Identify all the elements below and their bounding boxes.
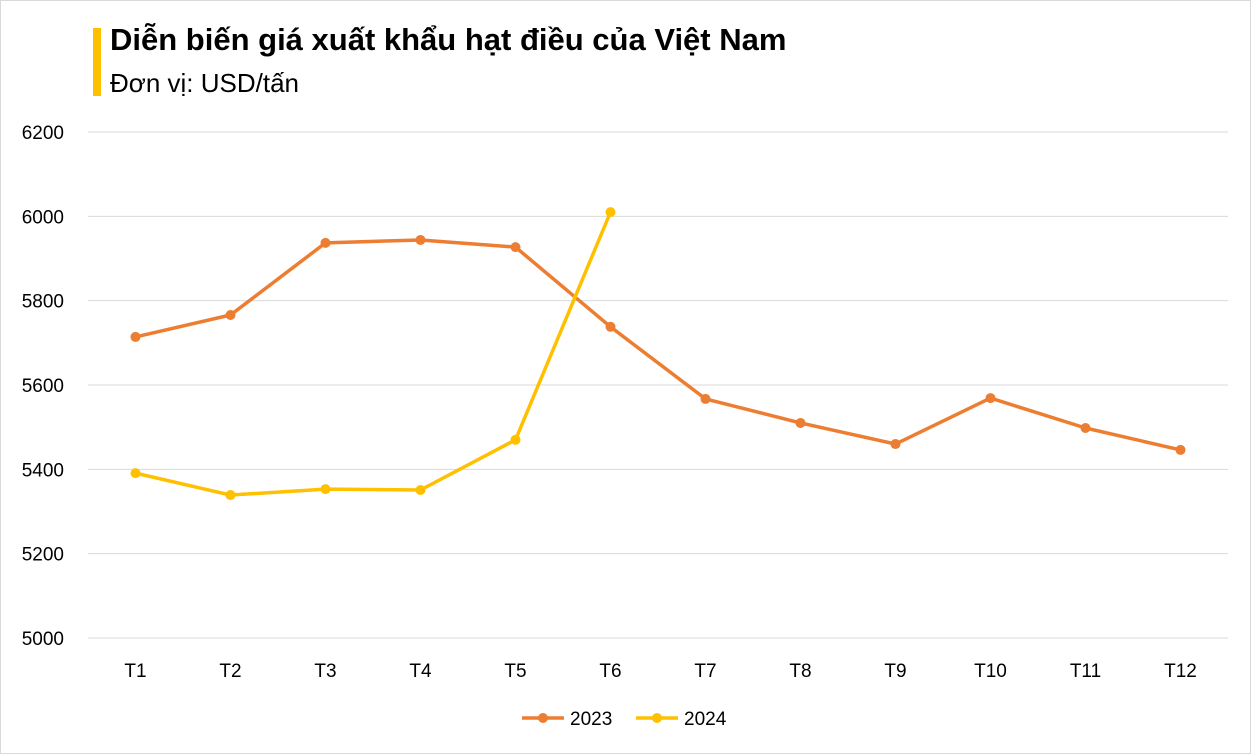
- x-tick-label: T10: [974, 661, 1007, 682]
- data-point-2023: [605, 321, 616, 332]
- data-point-2023: [415, 234, 426, 245]
- data-point-2024: [320, 484, 331, 495]
- legend-label: 2023: [570, 709, 612, 730]
- chart-subtitle: Đơn vị: USD/tấn: [110, 68, 299, 98]
- data-point-2023: [985, 393, 996, 404]
- data-point-2023: [890, 439, 901, 450]
- legend-label: 2024: [684, 709, 727, 730]
- y-tick-label: 5400: [22, 460, 64, 481]
- legend-item-2024: 2024: [636, 709, 727, 730]
- y-tick-label: 5000: [22, 629, 64, 650]
- title-accent-bar: [93, 28, 101, 96]
- legend-swatch-marker: [538, 713, 548, 723]
- x-tick-label: T3: [314, 661, 336, 682]
- x-tick-label: T5: [504, 661, 526, 682]
- y-tick-label: 6200: [22, 123, 64, 144]
- y-tick-label: 5600: [22, 376, 64, 397]
- data-point-2023: [1175, 444, 1186, 455]
- data-point-2023: [1080, 423, 1091, 434]
- data-point-2023: [130, 331, 141, 342]
- x-tick-label: T7: [694, 661, 716, 682]
- data-point-2023: [795, 417, 806, 428]
- legend-swatch-marker: [652, 713, 662, 723]
- data-point-2024: [225, 490, 236, 501]
- data-point-2023: [225, 310, 236, 321]
- chart-title: Diễn biến giá xuất khẩu hạt điều của Việ…: [110, 22, 787, 57]
- x-tick-label: T11: [1070, 661, 1101, 682]
- y-tick-label: 5800: [22, 292, 64, 313]
- x-tick-label: T1: [124, 661, 146, 682]
- data-point-2024: [510, 434, 521, 445]
- y-tick-label: 5200: [22, 545, 64, 566]
- data-point-2024: [415, 484, 426, 495]
- data-point-2024: [605, 207, 616, 218]
- x-tick-label: T6: [599, 661, 621, 682]
- x-tick-label: T9: [884, 661, 906, 682]
- data-point-2023: [700, 393, 711, 404]
- x-tick-label: T12: [1164, 661, 1197, 682]
- data-point-2023: [320, 237, 331, 248]
- x-tick-label: T4: [409, 661, 432, 682]
- data-point-2024: [130, 468, 141, 479]
- data-point-2023: [510, 242, 521, 253]
- legend-item-2023: 2023: [522, 709, 612, 730]
- series-line-2023: [135, 238, 1181, 452]
- x-tick-label: T2: [219, 661, 241, 682]
- series-line-2024: [135, 211, 613, 497]
- x-tick-label: T8: [789, 661, 811, 682]
- y-tick-label: 6000: [22, 207, 64, 228]
